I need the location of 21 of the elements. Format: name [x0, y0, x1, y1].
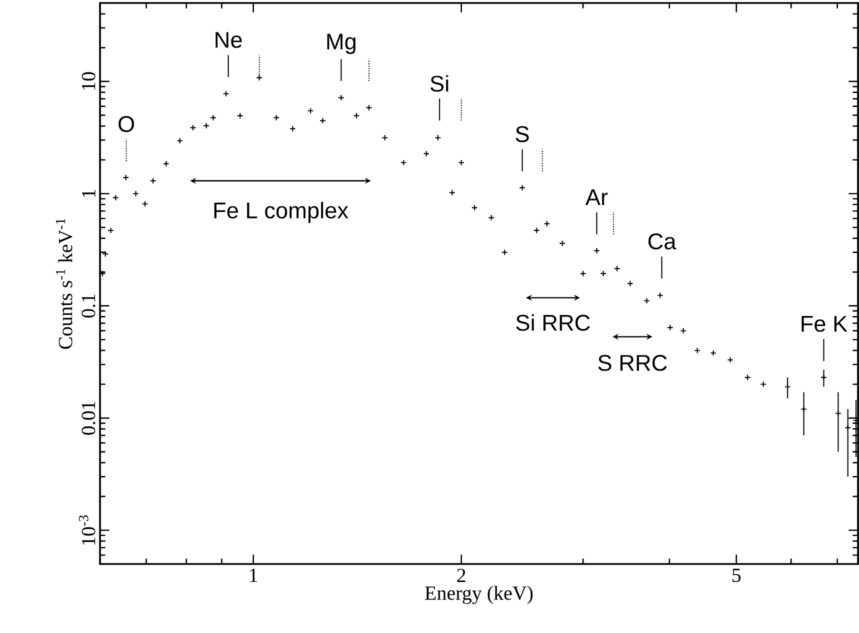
annotation: Fe L complex — [214, 202, 348, 223]
annotation: Ca — [648, 233, 676, 250]
annotation: S — [516, 126, 529, 142]
x-tick-label: 5 — [732, 568, 741, 582]
y-tick-label: 10 — [82, 72, 96, 90]
annotation: Ar — [585, 189, 608, 205]
annotation: S RRC — [598, 354, 667, 371]
x-tick-label: 2 — [457, 568, 466, 582]
annotation: O — [118, 116, 134, 132]
y-tick-label: 0.1 — [82, 294, 96, 318]
x-tick-label: 1 — [250, 568, 258, 582]
annotation: Fe K — [802, 316, 848, 332]
x-axis-title: Energy (keV) — [425, 586, 533, 604]
y-axis-title: Counts s$^{-1}$ keV$^{-1}$ — [56, 218, 72, 349]
y-tick-label: 10$^{-3}$ — [78, 515, 96, 545]
annotation: Ne — [216, 32, 242, 48]
annotation: Si — [430, 75, 448, 92]
y-tick-label: 0.01 — [82, 402, 96, 435]
annotation: Si RRC — [516, 314, 590, 331]
y-tick-label: 1 — [82, 190, 96, 197]
annotation: Mg — [327, 34, 356, 54]
